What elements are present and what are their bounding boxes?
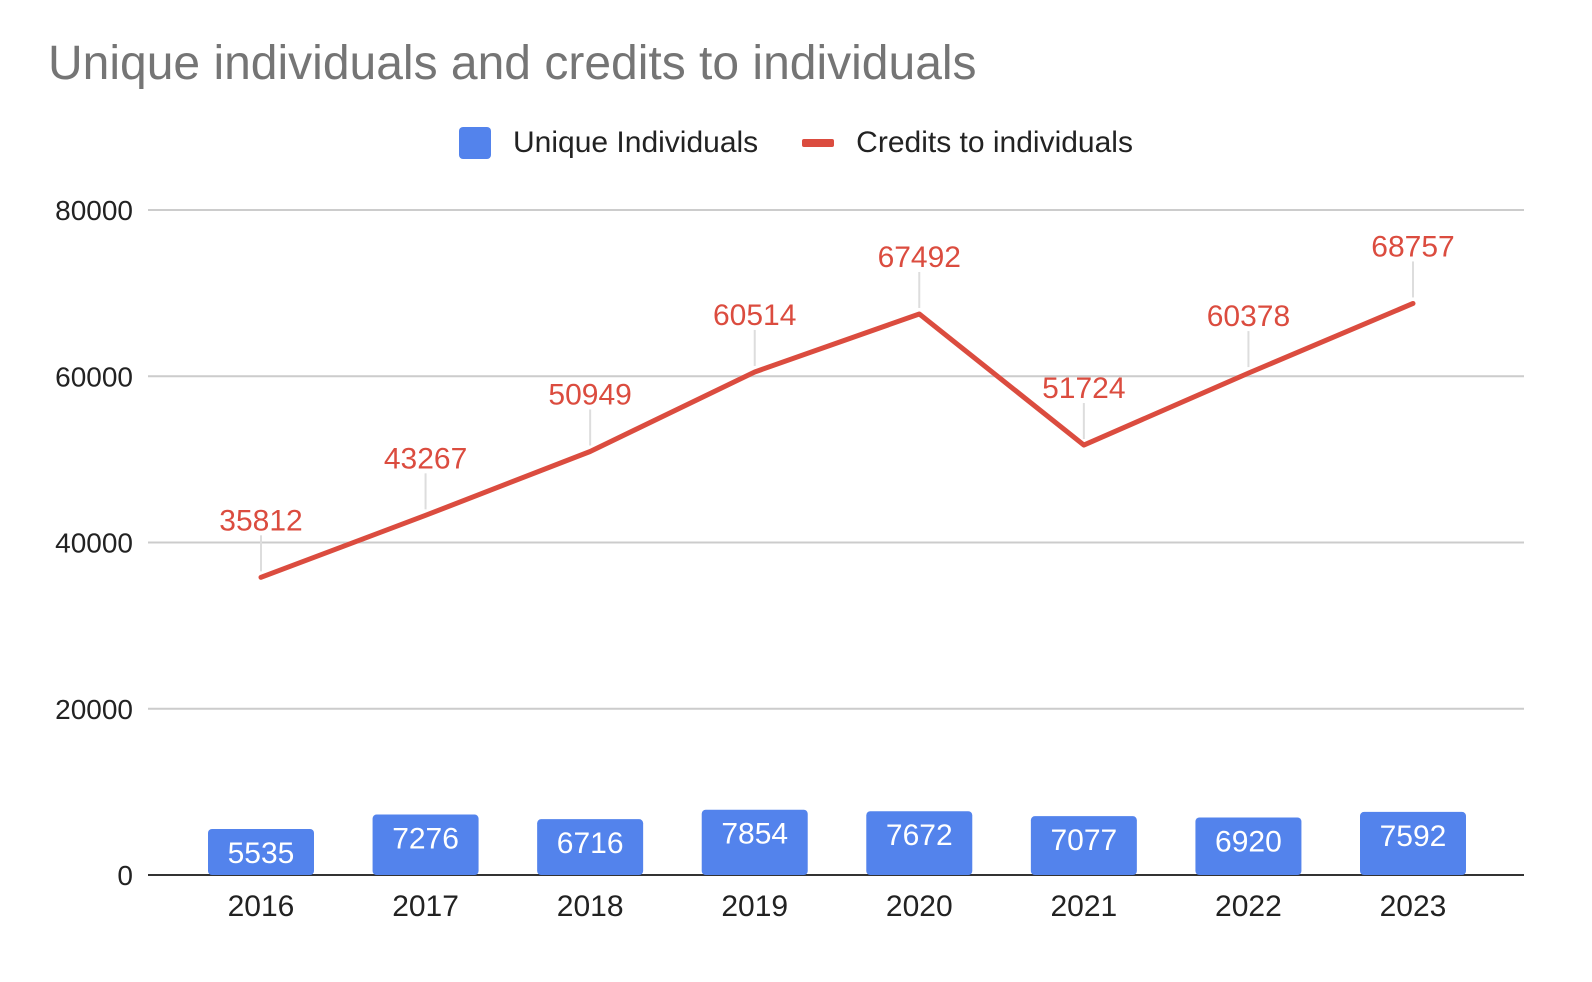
x-tick-label: 2019 [721, 890, 788, 923]
bar [866, 811, 973, 875]
line-data-label: 51724 [1042, 372, 1125, 405]
bar [1030, 816, 1137, 875]
bar [1195, 817, 1302, 875]
bar [701, 809, 808, 875]
x-tick-label: 2023 [1380, 890, 1447, 923]
line-data-label: 68757 [1371, 230, 1454, 263]
chart-title: Unique individuals and credits to indivi… [48, 37, 977, 90]
bar-data-label: 7592 [1380, 820, 1447, 853]
y-axis-tick-labels: 0 20000 40000 60000 80000 [55, 195, 133, 891]
bar [372, 814, 479, 875]
x-axis-tick-labels: 2016 2017 2018 2019 2020 2021 2022 2023 [228, 890, 1447, 923]
y-tick-label: 20000 [55, 694, 133, 725]
bar-data-label: 5535 [228, 837, 295, 870]
legend-item-unique-individuals[interactable]: Unique Individuals [459, 126, 758, 160]
bar-data-label: 6716 [557, 827, 624, 860]
x-tick-label: 2020 [886, 890, 953, 923]
credits-line [258, 300, 1416, 580]
bar-data-label: 7672 [886, 819, 953, 852]
x-tick-label: 2018 [557, 890, 624, 923]
y-tick-label: 60000 [55, 361, 133, 392]
x-tick-label: 2017 [392, 890, 459, 923]
bar [1360, 811, 1466, 875]
y-tick-label: 80000 [55, 195, 133, 226]
bar [537, 819, 644, 875]
x-tick-label: 2016 [228, 890, 295, 923]
line-label-leaders [260, 261, 1414, 572]
line-data-label: 67492 [878, 241, 961, 274]
bar-data-label: 7854 [721, 818, 788, 851]
legend-label-unique-individuals: Unique Individuals [513, 126, 759, 159]
bar-series: 5535 7276 6716 7854 7672 7077 6920 7592 [208, 809, 1466, 875]
line-data-labels: 35812 43267 50949 60514 67492 51724 60378 68757 [219, 230, 1454, 537]
legend-label-credits-to-individuals: Credits to individuals [856, 126, 1133, 159]
x-tick-label: 2021 [1050, 890, 1117, 923]
line-data-label: 35812 [219, 504, 302, 537]
bar-data-label: 7276 [392, 823, 459, 856]
line-data-label: 50949 [548, 378, 631, 411]
bar-data-label: 6920 [1215, 825, 1282, 858]
bar-data-label: 7077 [1050, 824, 1117, 857]
x-tick-label: 2022 [1215, 890, 1282, 923]
legend: Unique Individuals Credits to individual… [0, 126, 1592, 160]
line-series [258, 300, 1416, 580]
legend-item-credits-to-individuals[interactable]: Credits to individuals [802, 126, 1133, 160]
line-data-label: 43267 [384, 442, 467, 475]
line-data-label: 60378 [1207, 300, 1290, 333]
line-data-label: 60514 [713, 299, 796, 332]
legend-swatch-line [802, 139, 835, 147]
bar [208, 828, 314, 875]
y-tick-label: 0 [117, 860, 133, 891]
y-tick-label: 40000 [55, 528, 133, 559]
legend-swatch-bar [459, 127, 492, 159]
